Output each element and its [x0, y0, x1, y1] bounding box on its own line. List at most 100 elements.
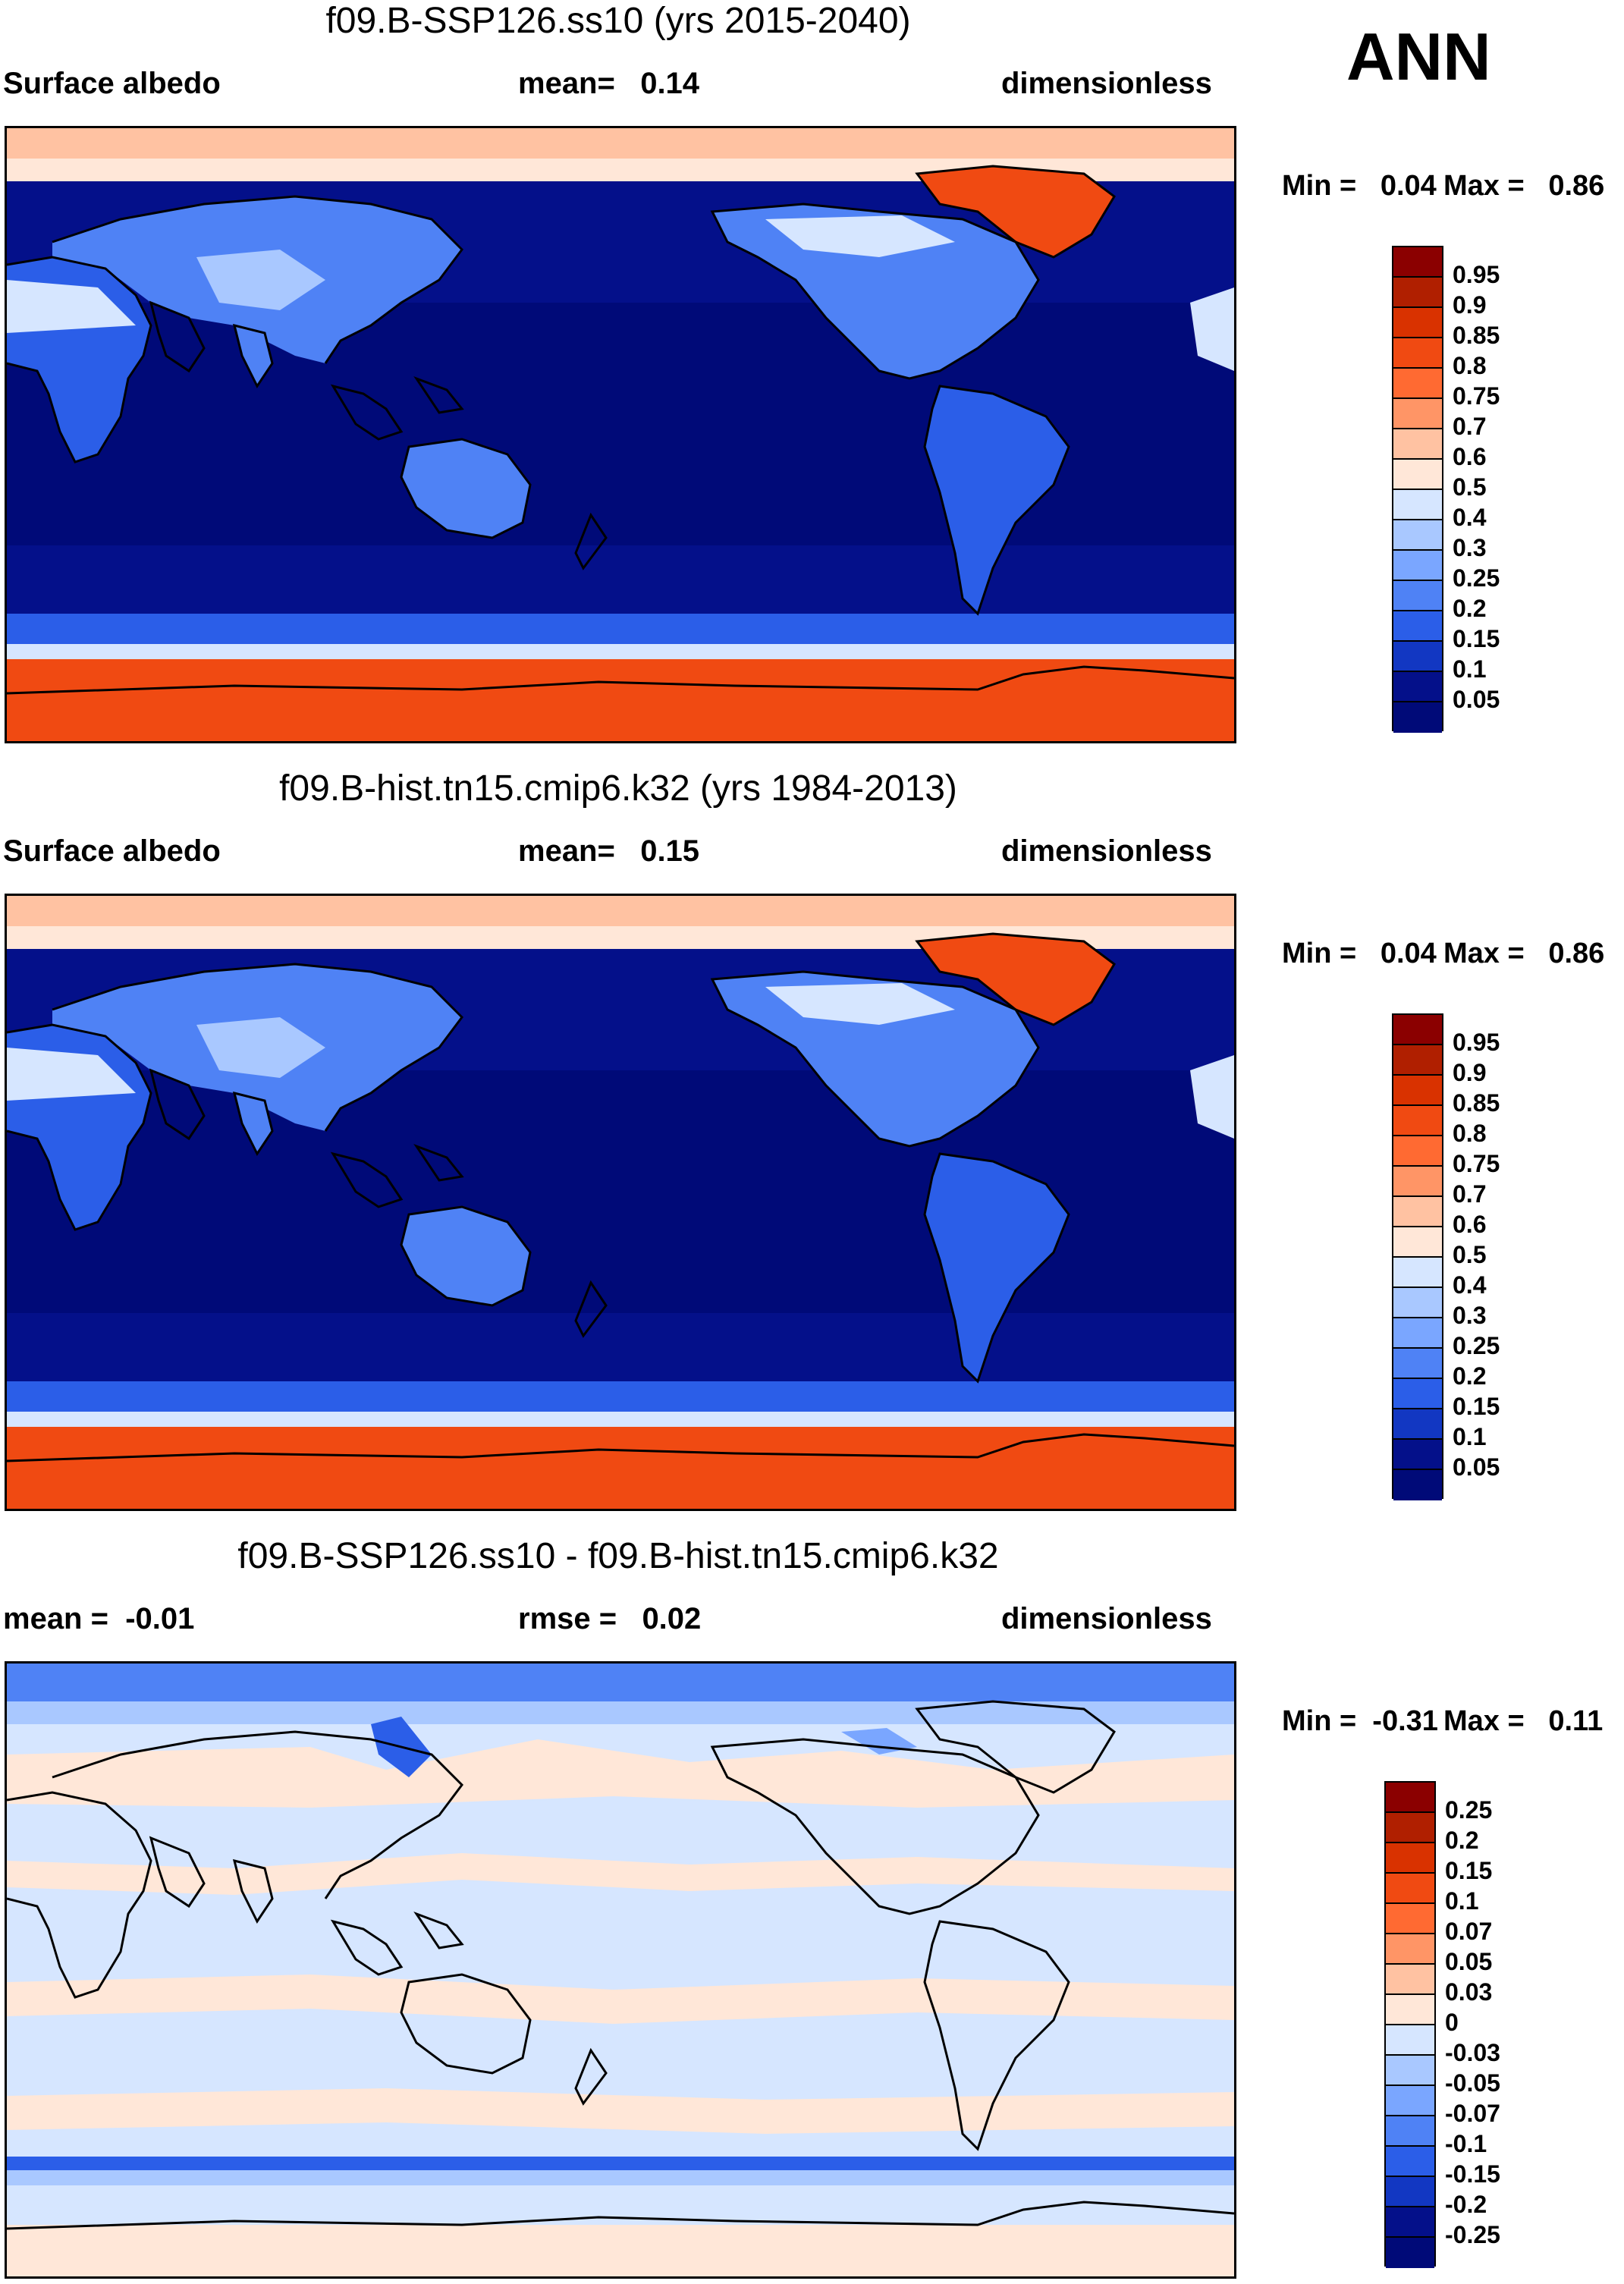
panel-2-center-label: mean= 0.15 — [518, 834, 700, 868]
abs-colorbar-swatch — [1393, 490, 1442, 520]
diff-colorbar-label: 0.05 — [1445, 1948, 1493, 1975]
panel-3-title: f09.B-SSP126.ss10 - f09.B-hist.tn15.cmip… — [237, 1536, 999, 1576]
panel-1-min: Min = 0.04 — [1282, 170, 1437, 202]
panel-1-center-label: mean= 0.14 — [518, 67, 700, 100]
abs-colorbar-label: 0.2 — [1453, 595, 1487, 622]
abs-colorbar-swatch — [1393, 581, 1442, 611]
abs-colorbar-label: 0.75 — [1453, 382, 1500, 410]
abs-colorbar-swatch — [1393, 1136, 1442, 1167]
abs-colorbar-swatch — [1393, 1227, 1442, 1258]
diff-colorbar-label: 0.1 — [1445, 1887, 1479, 1915]
panel-3-map-svg — [7, 1664, 1234, 2276]
abs-colorbar-swatch — [1393, 247, 1442, 278]
panel-3-max: Max = 0.11 — [1443, 1705, 1604, 1737]
abs-colorbar-swatch — [1393, 1197, 1442, 1227]
diff-colorbar-swatch — [1386, 2238, 1434, 2268]
diff-colorbar-swatch — [1386, 2207, 1434, 2238]
abs-colorbar-swatch — [1393, 308, 1442, 338]
abs-colorbar-swatch — [1393, 399, 1442, 429]
diff-colorbar-label: 0.25 — [1445, 1796, 1493, 1824]
season-label: ANN — [1346, 19, 1491, 94]
diff-colorbar-swatch — [1386, 2086, 1434, 2116]
abs-colorbar-swatch — [1393, 460, 1442, 490]
panel-1-title: f09.B-SSP126.ss10 (yrs 2015-2040) — [325, 1, 911, 41]
panel-3-colorbar — [1384, 1781, 1436, 2268]
diff-colorbar-swatch — [1386, 2177, 1434, 2207]
diff-colorbar-swatch — [1386, 1874, 1434, 1904]
abs-colorbar-swatch — [1393, 1258, 1442, 1288]
diff-colorbar-swatch — [1386, 1995, 1434, 2025]
abs-colorbar-label: 0.9 — [1453, 1059, 1487, 1086]
abs-colorbar-swatch — [1393, 1288, 1442, 1318]
panel-2-colorbar — [1392, 1013, 1443, 1500]
panel-2-map-svg — [7, 896, 1234, 1509]
diff-colorbar-swatch — [1386, 2056, 1434, 2086]
abs-colorbar-label: 0.05 — [1453, 1453, 1500, 1481]
abs-colorbar-label: 0.4 — [1453, 1271, 1487, 1299]
panel-1-left-label: Surface albedo — [3, 67, 221, 100]
panel-2-title: f09.B-hist.tn15.cmip6.k32 (yrs 1984-2013… — [279, 768, 957, 809]
abs-colorbar-swatch — [1393, 672, 1442, 702]
diff-colorbar-swatch — [1386, 1965, 1434, 1995]
diff-colorbar-swatch — [1386, 1904, 1434, 1934]
abs-colorbar-label: 0.3 — [1453, 1302, 1487, 1329]
abs-colorbar-label: 0.8 — [1453, 1120, 1487, 1147]
diff-colorbar-label: 0.07 — [1445, 1918, 1493, 1945]
abs-colorbar-swatch — [1393, 1379, 1442, 1409]
panel-1-max: Max = 0.86 — [1443, 170, 1605, 202]
diff-colorbar-label: 0.2 — [1445, 1827, 1479, 1854]
diff-colorbar-label: 0.15 — [1445, 1857, 1493, 1884]
abs-colorbar-swatch — [1393, 278, 1442, 308]
abs-colorbar-label: 0.5 — [1453, 473, 1487, 501]
abs-colorbar-label: 0.3 — [1453, 534, 1487, 561]
abs-colorbar-label: 0.7 — [1453, 1180, 1487, 1208]
abs-colorbar-label: 0.2 — [1453, 1362, 1487, 1390]
diff-colorbar-swatch — [1386, 2147, 1434, 2177]
abs-colorbar-swatch — [1393, 1318, 1442, 1349]
abs-colorbar-swatch — [1393, 1106, 1442, 1136]
diff-colorbar-swatch — [1386, 2116, 1434, 2147]
diff-colorbar-label: -0.2 — [1445, 2191, 1487, 2218]
diff-colorbar-label: 0.03 — [1445, 1978, 1493, 2006]
abs-colorbar-swatch — [1393, 1076, 1442, 1106]
diff-colorbar-label: -0.03 — [1445, 2039, 1500, 2066]
abs-colorbar-label: 0.5 — [1453, 1241, 1487, 1268]
panel-1-map — [5, 126, 1236, 743]
panel-2-map — [5, 894, 1236, 1511]
diff-colorbar-label: -0.07 — [1445, 2100, 1500, 2127]
panel-2-max: Max = 0.86 — [1443, 938, 1605, 969]
diff-colorbar-label: -0.15 — [1445, 2160, 1500, 2188]
panel-2-min: Min = 0.04 — [1282, 938, 1437, 969]
diff-colorbar-label: -0.05 — [1445, 2069, 1500, 2097]
panel-3-right-label: dimensionless — [1001, 1602, 1212, 1635]
diff-colorbar-label: -0.1 — [1445, 2130, 1487, 2157]
abs-colorbar-label: 0.95 — [1453, 1029, 1500, 1056]
diff-colorbar-swatch — [1386, 1843, 1434, 1874]
panel-3-map — [5, 1661, 1236, 2279]
abs-colorbar-swatch — [1393, 429, 1442, 460]
abs-colorbar-label: 0.15 — [1453, 625, 1500, 652]
abs-colorbar-swatch — [1393, 702, 1442, 733]
abs-colorbar-swatch — [1393, 1045, 1442, 1076]
abs-colorbar-label: 0.4 — [1453, 504, 1487, 531]
abs-colorbar-label: 0.8 — [1453, 352, 1487, 379]
abs-colorbar-swatch — [1393, 338, 1442, 369]
panel-1-map-svg — [7, 128, 1234, 741]
panel-1-colorbar — [1392, 246, 1443, 733]
panel-3-center-label: rmse = 0.02 — [518, 1602, 702, 1635]
abs-colorbar-label: 0.85 — [1453, 322, 1500, 349]
diff-colorbar-label: -0.25 — [1445, 2221, 1500, 2248]
diff-colorbar-swatch — [1386, 1934, 1434, 1965]
diff-colorbar-swatch — [1386, 2025, 1434, 2056]
abs-colorbar-label: 0.25 — [1453, 564, 1500, 592]
diff-colorbar-swatch — [1386, 1783, 1434, 1813]
diff-colorbar-label: 0 — [1445, 2009, 1459, 2036]
abs-colorbar-label: 0.6 — [1453, 1211, 1487, 1238]
diff-colorbar-swatch — [1386, 1813, 1434, 1843]
abs-colorbar-swatch — [1393, 1440, 1442, 1470]
abs-colorbar-swatch — [1393, 1470, 1442, 1500]
abs-colorbar-label: 0.95 — [1453, 261, 1500, 288]
panel-2-left-label: Surface albedo — [3, 834, 221, 868]
abs-colorbar-label: 0.7 — [1453, 413, 1487, 440]
abs-colorbar-label: 0.85 — [1453, 1089, 1500, 1117]
